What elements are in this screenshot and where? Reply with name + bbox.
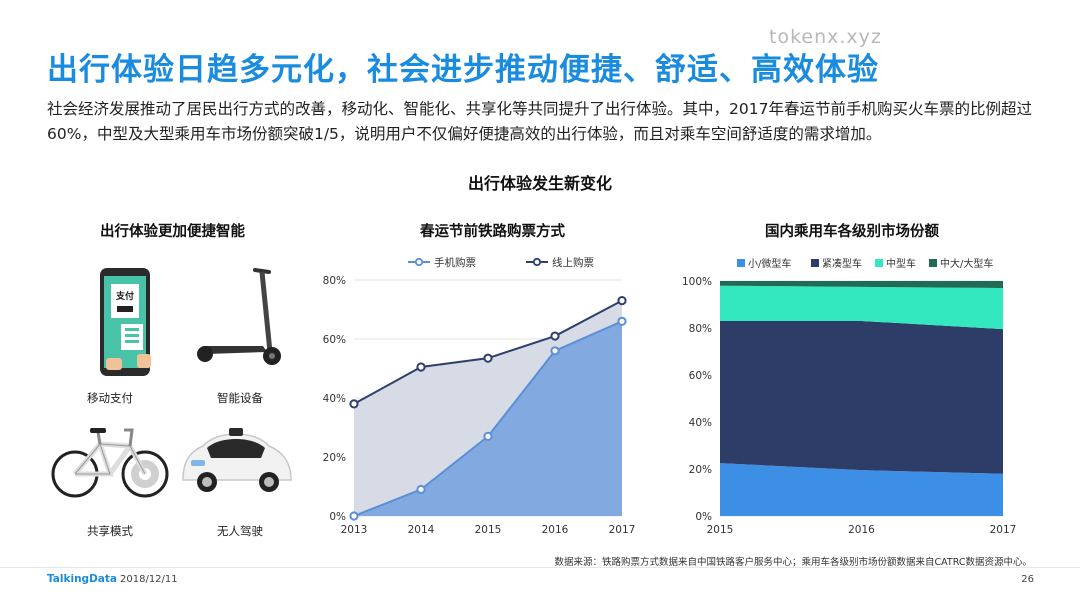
x-tick-label: 2016 — [542, 524, 569, 536]
icon-label: 移动支付 — [87, 391, 133, 405]
y-tick-label: 80% — [689, 323, 712, 335]
y-tick-label: 40% — [689, 417, 712, 429]
y-tick-label: 80% — [323, 275, 346, 287]
stack-area-layer — [720, 320, 1003, 474]
x-tick-label: 2017 — [609, 524, 636, 536]
icon-label: 共享模式 — [87, 524, 133, 538]
x-tick-label: 2017 — [990, 524, 1017, 536]
legend-label: 紧凑型车 — [822, 257, 862, 270]
x-tick-label: 2015 — [707, 524, 734, 536]
x-tick-label: 2015 — [475, 524, 502, 536]
y-tick-label: 60% — [323, 334, 346, 346]
page-title: 出行体验日趋多元化，社会进步推动便捷、舒适、高效体验 — [47, 52, 879, 88]
scooter-icon — [197, 268, 281, 365]
x-tick-label: 2014 — [408, 524, 435, 536]
online-point — [416, 362, 426, 372]
phone-pay-text: 支付 — [115, 290, 134, 302]
section-title: 出行体验发生新变化 — [467, 174, 612, 193]
legend-swatch — [929, 259, 937, 267]
data-source-note: 数据来源：铁路购票方式数据来自中国铁路客户服务中心；乘用车各级别市场份额数据来自… — [554, 557, 1032, 568]
stack-area-layer — [720, 281, 1003, 289]
mobile-point — [416, 484, 426, 495]
page-number: 26 — [1021, 574, 1034, 585]
online-point — [550, 331, 560, 341]
legend-label: 线上购票 — [552, 256, 594, 269]
y-tick-label: 0% — [329, 511, 346, 523]
icon-cell-mobile-pay: 支付 移动支付 — [45, 262, 175, 405]
y-tick-label: 40% — [323, 393, 346, 405]
car-share-stacked-chart: 0% 20% 40% 60% 80% 100% 2015 2016 2017 小/微型车 紧凑型车 中… — [682, 257, 1017, 536]
icon-label: 智能设备 — [217, 391, 263, 405]
legend-swatch — [811, 259, 819, 267]
icons-panel-title: 出行体验更加便捷智能 — [100, 224, 245, 240]
ticket-chart-title: 春运节前铁路购票方式 — [420, 224, 565, 240]
mobile-point — [483, 431, 493, 441]
legend-label: 小/微型车 — [748, 257, 791, 270]
footer-divider — [0, 567, 1080, 568]
mobile-point — [617, 316, 627, 326]
stack-area-layer — [720, 285, 1003, 330]
y-tick-label: 20% — [323, 452, 346, 464]
legend-swatch — [875, 259, 883, 267]
y-tick-label: 20% — [689, 464, 712, 476]
online-point — [617, 296, 627, 306]
y-tick-label: 0% — [695, 511, 712, 523]
description-paragraph: 社会经济发展推动了居民出行方式的改善，移动化、智能化、共享化等共同提升了出行体验… — [47, 100, 1032, 143]
legend-label: 手机购票 — [434, 256, 476, 269]
stack-area-layer — [720, 463, 1003, 516]
online-point — [483, 353, 493, 363]
x-tick-label: 2013 — [341, 524, 368, 536]
phone-pay-icon: 支付 — [100, 268, 151, 376]
mobile-point — [349, 511, 359, 521]
icon-label: 无人驾驶 — [217, 524, 263, 538]
mobile-point — [550, 346, 560, 356]
legend-label: 中型车 — [886, 257, 916, 270]
y-tick-label: 60% — [689, 370, 712, 382]
self-driving-car-icon — [182, 428, 292, 492]
online-point — [349, 399, 359, 409]
ticket-area-chart: 0% 20% 40% 60% 80% 2013 2014 2015 2016 2017 手机购票 线上… — [323, 256, 636, 536]
legend-label: 中大/大型车 — [940, 257, 993, 270]
car-share-chart-title: 国内乘用车各级别市场份额 — [765, 224, 939, 240]
icon-cell-autonomous: 无人驾驶 — [175, 422, 305, 562]
brand-logo: TalkingData — [47, 573, 117, 585]
icon-cell-sharing: 共享模式 — [45, 422, 175, 562]
bike-icon — [51, 428, 169, 498]
icon-grid: 支付 移动支付 智能设备 — [45, 262, 305, 542]
legend-swatch-point — [414, 257, 424, 267]
y-tick-label: 100% — [682, 276, 712, 288]
legend-swatch-point — [532, 257, 542, 267]
report-date: 2018/12/11 — [120, 574, 178, 585]
watermark: tokenx.xyz — [769, 26, 882, 48]
legend-swatch — [737, 259, 745, 267]
x-tick-label: 2016 — [848, 524, 875, 536]
mobile-area — [354, 321, 622, 516]
icon-cell-smart-device: 智能设备 — [175, 262, 305, 405]
